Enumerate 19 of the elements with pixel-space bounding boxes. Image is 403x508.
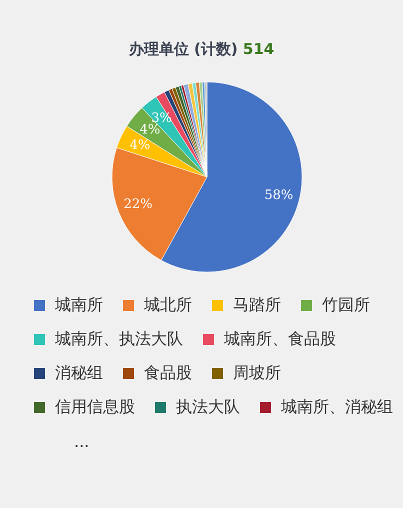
legend-label: 消秘组 xyxy=(55,362,103,384)
data-label: 4% xyxy=(130,138,150,153)
legend-label: 马踏所 xyxy=(233,294,281,316)
legend-label: 信用信息股 xyxy=(55,396,135,418)
data-label: 22% xyxy=(124,196,153,212)
legend-label: 执法大队 xyxy=(176,396,240,418)
legend-label: 城南所、食品股 xyxy=(224,328,336,350)
chart-subtitle: 514 xyxy=(242,40,274,58)
legend-label: 竹园所 xyxy=(322,294,370,316)
legend-label: 城南所 xyxy=(55,294,103,316)
chart-title: 办理单位 (计数) xyxy=(128,40,238,58)
legend-label: 城南所、消秘组 xyxy=(281,396,393,418)
text: ... xyxy=(74,430,90,452)
legend-label: 食品股 xyxy=(144,362,192,384)
legend-label: 周坡所 xyxy=(233,362,281,384)
legend-label: 城北所 xyxy=(144,294,192,316)
legend-label: 城南所、执法大队 xyxy=(55,328,183,350)
data-label: 4% xyxy=(140,122,160,138)
data-label: 58% xyxy=(264,188,294,203)
